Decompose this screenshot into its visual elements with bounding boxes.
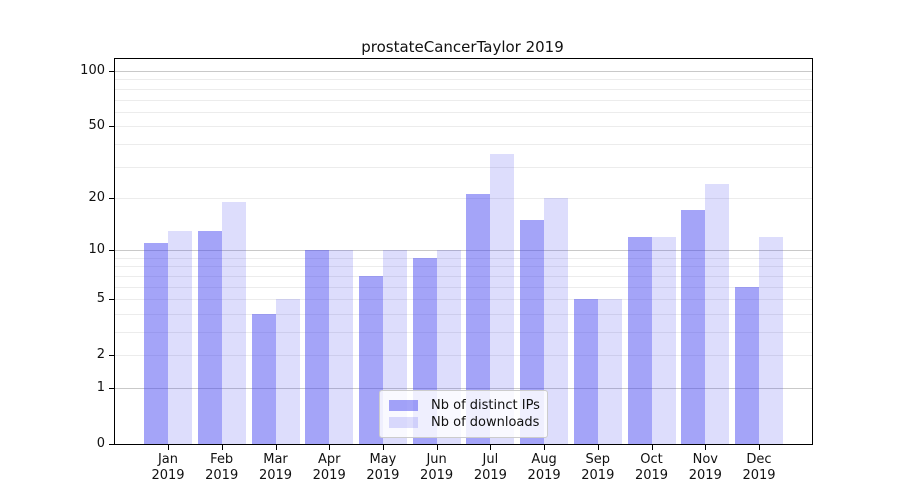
bar-distinct-ips-mar: [251, 313, 276, 444]
bar-distinct-ips-sep: [573, 299, 598, 444]
y-tick-5: [109, 299, 115, 301]
x-tick-nov: [705, 444, 707, 450]
y-tick-label-10: 10: [88, 242, 105, 258]
y-tick-label-2: 2: [96, 347, 105, 363]
legend-label-downloads: Nb of downloads: [431, 414, 540, 430]
y-tick-label-20: 20: [88, 189, 105, 205]
y-tick-0: [109, 444, 115, 445]
y-tick-label-0: 0: [96, 436, 105, 451]
gridline-50: [115, 126, 812, 128]
plot-area: 0 1 2 5 10 20 50 100 Jan 2019 Feb 2019 Mar 2019 Apr…: [80, 58, 813, 483]
bar-downloads-dec: [759, 236, 783, 444]
bar-distinct-ips-feb: [197, 230, 222, 444]
gridline-1: [115, 388, 812, 389]
y-tick-label-50: 50: [88, 118, 105, 134]
x-tick-label-mar: Mar 2019: [258, 452, 293, 483]
x-tick-aug: [544, 444, 546, 450]
x-tick-jul: [490, 444, 492, 450]
x-tick-label-jul: Jul 2019: [473, 452, 507, 483]
gridline-2: [115, 355, 812, 357]
x-tick-jun: [436, 444, 438, 450]
y-tick-100: [109, 71, 115, 72]
x-tick-mar: [275, 444, 277, 450]
x-tick-label-nov: Nov 2019: [688, 452, 722, 483]
y-tick-10: [109, 250, 115, 252]
x-tick-label-dec: Dec 2019: [742, 452, 776, 483]
bar-downloads-feb: [221, 201, 246, 444]
x-tick-label-sep: Sep 2019: [581, 452, 615, 483]
gridline-8: [115, 266, 812, 268]
x-tick-label-apr: Apr 2019: [312, 452, 346, 483]
legend: Nb of distinct IPs Nb of downloads: [379, 390, 548, 438]
bar-downloads-mar: [275, 299, 300, 444]
gridline-90: [115, 79, 812, 81]
gridline-80: [115, 88, 812, 90]
bar-distinct-ips-apr: [305, 250, 330, 444]
bar-downloads-nov: [705, 183, 730, 444]
x-tick-sep: [597, 444, 599, 450]
bar-distinct-ips-dec: [735, 286, 759, 444]
legend-swatch-downloads: [389, 417, 418, 428]
gridline-4: [115, 313, 812, 315]
y-tick-50: [109, 126, 115, 128]
x-tick-jan: [168, 444, 169, 450]
x-tick-feb: [221, 444, 223, 450]
bar-distinct-ips-oct: [627, 236, 652, 444]
y-tick-1: [109, 388, 115, 389]
gridline-7: [115, 275, 812, 277]
y-tick-label-5: 5: [96, 291, 105, 307]
gridline-6: [115, 286, 812, 288]
x-tick-apr: [329, 444, 331, 450]
bar-downloads-apr: [329, 250, 354, 444]
gridline-100: [115, 71, 812, 72]
bar-downloads-oct: [651, 236, 676, 444]
gridline-3: [115, 332, 812, 333]
y-tick-label-1: 1: [96, 380, 105, 395]
bar-distinct-ips-may: [358, 275, 383, 444]
bar-downloads-aug: [544, 197, 569, 444]
bar-distinct-ips-jan: [144, 243, 168, 444]
x-tick-label-aug: Aug 2019: [527, 452, 561, 483]
gridline-70: [115, 99, 812, 101]
x-tick-label-jun: Jun 2019: [420, 452, 454, 483]
y-tick-20: [109, 197, 115, 199]
bar-downloads-sep: [597, 299, 622, 444]
x-tick-dec: [759, 444, 760, 450]
bar-downloads-jan: [168, 230, 192, 444]
gridline-30: [115, 166, 812, 168]
x-tick-label-oct: Oct 2019: [634, 452, 669, 483]
gridline-60: [115, 111, 812, 113]
gridline-10: [115, 250, 812, 252]
x-tick-oct: [651, 444, 653, 450]
legend-swatch-distinct-ips: [389, 400, 418, 411]
legend-row-distinct-ips: Nb of distinct IPs: [389, 397, 540, 414]
x-tick-label-may: May 2019: [366, 452, 400, 483]
y-tick-2: [109, 355, 115, 357]
x-tick-may: [382, 444, 384, 450]
y-tick-label-100: 100: [80, 63, 105, 78]
bar-distinct-ips-nov: [681, 210, 706, 444]
legend-label-distinct-ips: Nb of distinct IPs: [431, 397, 540, 413]
x-tick-label-feb: Feb 2019: [205, 452, 239, 483]
chart-title: prostateCancerTaylor 2019: [361, 38, 564, 56]
gridline-40: [115, 143, 812, 145]
x-tick-label-jan: Jan 2019: [151, 452, 185, 483]
gridline-20: [115, 197, 812, 199]
gridline-9: [115, 257, 812, 259]
legend-row-downloads: Nb of downloads: [389, 414, 539, 431]
gridline-5: [115, 299, 812, 301]
